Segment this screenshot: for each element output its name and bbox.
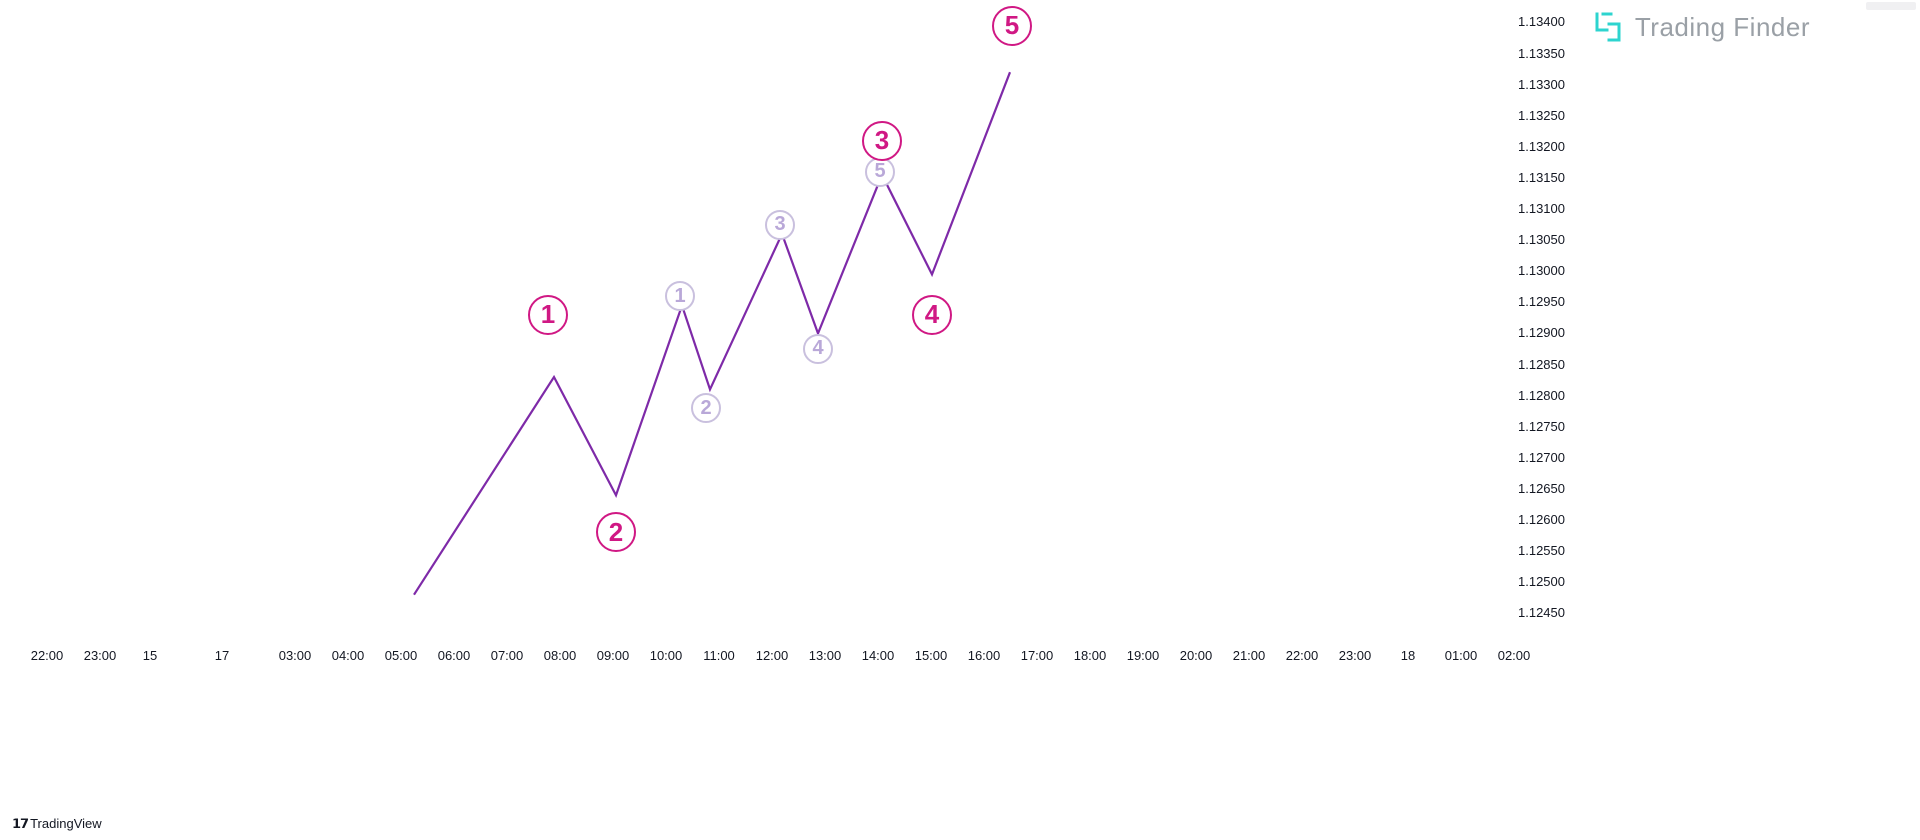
y-axis-tick-label: 1.13150 <box>1518 170 1565 185</box>
x-axis-tick-label: 13:00 <box>809 648 842 663</box>
y-axis-tick-label: 1.12750 <box>1518 419 1565 434</box>
x-axis-tick-label: 04:00 <box>332 648 365 663</box>
x-axis-tick-label: 23:00 <box>1339 648 1372 663</box>
y-axis-tick-label: 1.13300 <box>1518 77 1565 92</box>
x-axis-tick-label: 16:00 <box>968 648 1001 663</box>
y-axis-tick-label: 1.12800 <box>1518 388 1565 403</box>
major-wave-label-2: 2 <box>596 512 636 552</box>
x-axis-tick-label: 14:00 <box>862 648 895 663</box>
minor-wave-label-2: 2 <box>691 393 721 423</box>
x-axis-tick-label: 17:00 <box>1021 648 1054 663</box>
x-axis-tick-label: 01:00 <box>1445 648 1478 663</box>
x-axis-tick-label: 12:00 <box>756 648 789 663</box>
y-axis-tick-label: 1.13250 <box>1518 108 1565 123</box>
wave-polyline <box>0 0 1920 840</box>
major-wave-label-3: 3 <box>862 121 902 161</box>
y-axis-tick-label: 1.13100 <box>1518 201 1565 216</box>
attribution: 𝟭𝟳TradingView <box>12 816 102 832</box>
minor-wave-label-4: 4 <box>803 334 833 364</box>
x-axis-tick-label: 09:00 <box>597 648 630 663</box>
x-axis-tick-label: 17 <box>215 648 229 663</box>
y-axis-tick-label: 1.12600 <box>1518 512 1565 527</box>
y-axis-tick-label: 1.12500 <box>1518 574 1565 589</box>
y-axis-tick-label: 1.13050 <box>1518 232 1565 247</box>
x-axis-tick-label: 05:00 <box>385 648 418 663</box>
attribution-text: TradingView <box>30 816 102 831</box>
x-axis-tick-label: 06:00 <box>438 648 471 663</box>
x-axis-tick-label: 07:00 <box>491 648 524 663</box>
x-axis-tick-label: 03:00 <box>279 648 312 663</box>
x-axis-tick-label: 08:00 <box>544 648 577 663</box>
y-axis-tick-label: 1.12650 <box>1518 481 1565 496</box>
x-axis-tick-label: 18 <box>1401 648 1415 663</box>
y-axis-tick-label: 1.13000 <box>1518 263 1565 278</box>
x-axis-tick-label: 19:00 <box>1127 648 1160 663</box>
x-axis-tick-label: 23:00 <box>84 648 117 663</box>
y-axis-tick-label: 1.12550 <box>1518 543 1565 558</box>
chart-area[interactable]: Trading Finder 1.134001.133501.133001.13… <box>0 0 1920 840</box>
minor-wave-label-3: 3 <box>765 210 795 240</box>
minor-wave-label-1: 1 <box>665 281 695 311</box>
x-axis-tick-label: 02:00 <box>1498 648 1531 663</box>
y-axis-tick-label: 1.12450 <box>1518 605 1565 620</box>
x-axis-tick-label: 20:00 <box>1180 648 1213 663</box>
y-axis-tick-label: 1.13200 <box>1518 139 1565 154</box>
major-wave-label-4: 4 <box>912 295 952 335</box>
y-axis-tick-label: 1.13350 <box>1518 46 1565 61</box>
x-axis-tick-label: 11:00 <box>703 648 735 663</box>
minor-wave-label-5: 5 <box>865 157 895 187</box>
x-axis-tick-label: 10:00 <box>650 648 683 663</box>
y-axis-tick-label: 1.13400 <box>1518 14 1565 29</box>
y-axis-tick-label: 1.12850 <box>1518 357 1565 372</box>
x-axis-tick-label: 15:00 <box>915 648 948 663</box>
x-axis-tick-label: 18:00 <box>1074 648 1107 663</box>
x-axis-tick-label: 21:00 <box>1233 648 1266 663</box>
y-axis-tick-label: 1.12900 <box>1518 325 1565 340</box>
x-axis-tick-label: 22:00 <box>1286 648 1319 663</box>
major-wave-label-5: 5 <box>992 6 1032 46</box>
x-axis-tick-label: 22:00 <box>31 648 64 663</box>
major-wave-label-1: 1 <box>528 295 568 335</box>
y-axis-tick-label: 1.12700 <box>1518 450 1565 465</box>
y-axis-tick-label: 1.12950 <box>1518 294 1565 309</box>
x-axis-tick-label: 15 <box>143 648 157 663</box>
tradingview-logo-icon: 𝟭𝟳 <box>12 816 28 831</box>
